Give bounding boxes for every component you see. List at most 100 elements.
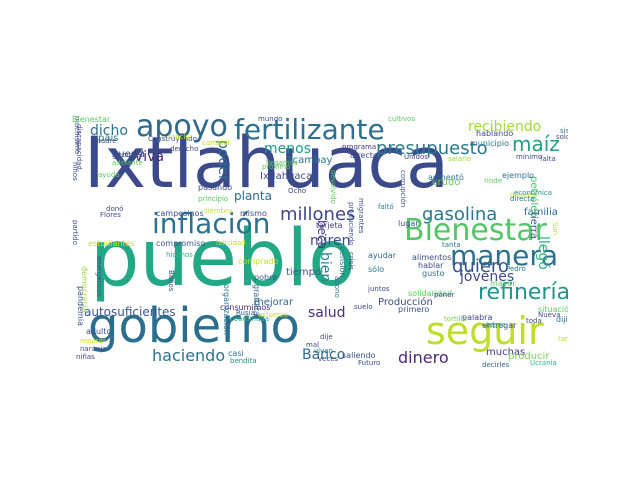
cloud-word: maíz bbox=[512, 132, 560, 156]
cloud-word: jóvenes bbox=[460, 269, 515, 285]
cloud-word: Ucrania bbox=[530, 359, 557, 367]
cloud-word: compromiso bbox=[156, 239, 206, 248]
cloud-word: ayuda bbox=[98, 171, 120, 179]
cloud-word: autosuficientes bbox=[84, 305, 176, 319]
cloud-word: próximo bbox=[262, 163, 291, 171]
cloud-word: Viva bbox=[134, 149, 165, 165]
cloud-word: derecho bbox=[170, 145, 199, 153]
cloud-word: planta bbox=[234, 189, 272, 203]
cloud-word: corrupción bbox=[399, 170, 407, 208]
cloud-word: coordinada bbox=[230, 315, 270, 323]
cloud-word: Ixtlahuaca bbox=[84, 122, 449, 204]
cloud-word: crudo bbox=[432, 177, 461, 188]
cloud-word: directo bbox=[350, 151, 378, 160]
cloud-word: solidaridad bbox=[408, 289, 453, 298]
cloud-word: Baños bbox=[167, 270, 175, 292]
cloud-word: toda bbox=[526, 317, 542, 325]
cloud-word: dólares bbox=[510, 191, 536, 199]
cloud-word: siempre bbox=[112, 151, 141, 159]
cloud-word: muchas bbox=[486, 347, 526, 358]
cloud-word: decirles bbox=[482, 361, 510, 369]
cloud-word: gobierno bbox=[88, 298, 300, 354]
cloud-word: pandemia bbox=[76, 286, 85, 326]
cloud-word: aumentó bbox=[428, 173, 464, 182]
cloud-word: familia bbox=[524, 207, 558, 218]
cloud-word: hablar bbox=[418, 261, 444, 270]
cloud-word: menos bbox=[264, 141, 311, 157]
cloud-word: Acambay bbox=[286, 155, 333, 166]
cloud-word: Construyendo bbox=[148, 135, 197, 143]
cloud-word: adulto bbox=[86, 327, 112, 336]
cloud-word: juntos bbox=[368, 285, 390, 293]
cloud-word: Nueva bbox=[538, 311, 561, 319]
cloud-word: saliendo bbox=[342, 351, 376, 360]
cloud-word: naranja bbox=[80, 345, 107, 353]
cloud-word: situación bbox=[538, 305, 568, 314]
cloud-word: adelante bbox=[112, 159, 143, 167]
cloud-word: recibiendo bbox=[468, 119, 542, 135]
cloud-word: migrantes bbox=[357, 198, 365, 234]
cloud-word: pensión bbox=[338, 246, 347, 278]
cloud-word: veces bbox=[318, 355, 339, 363]
cloud-word: manera bbox=[450, 239, 559, 272]
cloud-word: programa bbox=[342, 143, 377, 151]
cloud-word: Bienestar bbox=[404, 213, 547, 248]
cloud-word: cultivos bbox=[388, 116, 415, 123]
cloud-word: producir bbox=[508, 351, 550, 362]
cloud-word: precio bbox=[168, 133, 190, 141]
cloud-word: mal bbox=[306, 341, 320, 349]
cloud-word: abono bbox=[333, 276, 341, 298]
cloud-word: reparar bbox=[80, 337, 106, 345]
cloud-word: mejorar bbox=[254, 297, 294, 308]
cloud-word: haciendo bbox=[152, 346, 226, 365]
cloud-word: salario bbox=[448, 155, 472, 163]
cloud-word: presupuesto bbox=[376, 138, 488, 159]
cloud-word: palabra bbox=[462, 313, 493, 322]
cloud-word: campesinos bbox=[156, 209, 204, 218]
cloud-word: Ixtlahuaca bbox=[260, 171, 313, 182]
cloud-word: sistema bbox=[560, 127, 568, 135]
cloud-word: solo bbox=[556, 133, 568, 141]
cloud-word: dicho bbox=[90, 123, 128, 139]
cloud-word: rinde bbox=[484, 177, 503, 185]
cloud-word: quiero bbox=[452, 256, 509, 277]
cloud-word: municipio bbox=[470, 139, 509, 148]
cloud-word: gusto bbox=[422, 269, 445, 278]
cloud-word: tortilla bbox=[444, 315, 467, 323]
cloud-word: madre bbox=[94, 137, 117, 145]
cloud-word: bendita bbox=[230, 357, 257, 365]
cloud-word: mayor bbox=[490, 279, 516, 288]
cloud-word: entregar bbox=[482, 321, 517, 330]
cloud-word: tanto bbox=[558, 335, 568, 343]
cloud-word: donó bbox=[106, 205, 124, 213]
cloud-word: gasolina bbox=[422, 204, 498, 225]
cloud-word: casi bbox=[228, 349, 244, 358]
cloud-word: Unidos bbox=[404, 153, 428, 161]
cloud-word: organización bbox=[222, 284, 231, 336]
cloud-word: hicimos bbox=[166, 251, 193, 259]
cloud-word: inflación bbox=[152, 207, 271, 240]
cloud-word: millones bbox=[280, 204, 356, 225]
cloud-word: seguir bbox=[426, 309, 544, 353]
cloud-word: estudiantes bbox=[88, 239, 135, 248]
cloud-word: poner bbox=[434, 291, 455, 299]
cloud-word: comprado bbox=[238, 257, 279, 266]
cloud-word: pueblo bbox=[90, 214, 356, 304]
cloud-word: Flores bbox=[100, 211, 121, 219]
cloud-word: Pedro bbox=[506, 265, 526, 273]
cloud-word: San bbox=[551, 222, 559, 236]
cloud-word: cuidar bbox=[371, 156, 379, 178]
cloud-word: guerra bbox=[112, 149, 146, 160]
cloud-word: dije bbox=[320, 333, 333, 341]
cloud-word: suelo bbox=[354, 303, 373, 311]
cloud-word: dinero bbox=[398, 348, 449, 367]
cloud-word: produciendo bbox=[347, 202, 355, 246]
cloud-word: ejemplo bbox=[502, 171, 535, 180]
cloud-word: siembra bbox=[204, 207, 233, 215]
cloud-word: Ocho bbox=[288, 187, 307, 195]
cloud-word: discapacidad bbox=[75, 124, 83, 170]
cloud-word: hablando bbox=[476, 129, 514, 138]
cloud-word: vivan bbox=[314, 347, 333, 355]
cloud-word: apoyo bbox=[136, 116, 228, 144]
